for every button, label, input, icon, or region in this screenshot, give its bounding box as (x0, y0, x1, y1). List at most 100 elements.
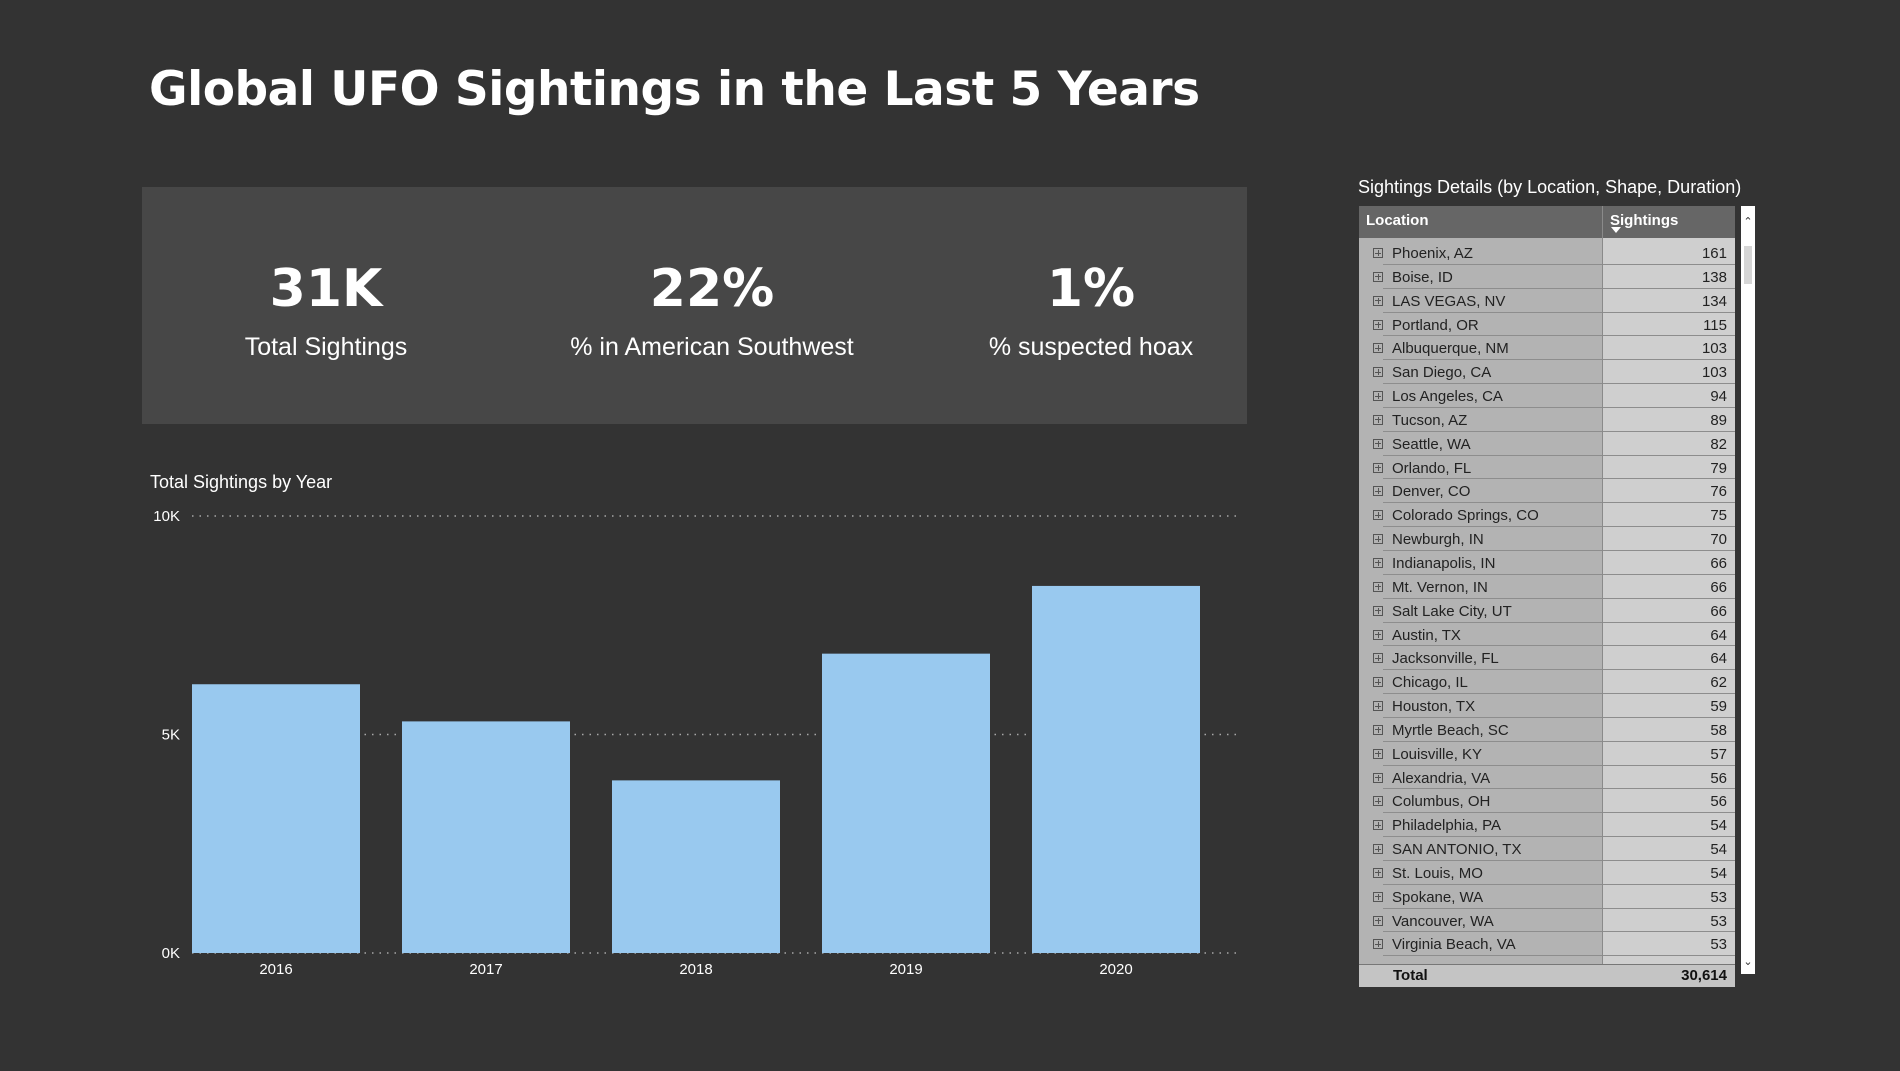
kpi-southwest-percent[interactable]: 22% % in American Southwest (528, 187, 896, 424)
location-cell: Houston, TX (1392, 698, 1476, 716)
table-row[interactable]: Tucson, AZ 89 (1359, 408, 1735, 432)
table-row[interactable]: Seattle, WA 82 (1359, 432, 1735, 456)
table-row[interactable]: Colorado Springs, CO 75 (1359, 503, 1735, 527)
location-cell: Boise, ID (1392, 268, 1453, 286)
table-row[interactable]: Salt Lake City, UT 66 (1359, 599, 1735, 623)
table-row[interactable]: Chicago, IL 62 (1359, 670, 1735, 694)
bar-chart[interactable]: 0K 5K 10K 2016 2017 2018 2019 2020 (142, 500, 1247, 990)
sightings-cell: 115 (1703, 316, 1727, 334)
plus-box-icon[interactable] (1373, 319, 1383, 330)
plus-box-icon[interactable] (1373, 629, 1383, 640)
table-row[interactable]: Indianapolis, IN 66 (1359, 551, 1735, 575)
plus-box-icon[interactable] (1373, 724, 1383, 735)
plus-box-icon[interactable] (1373, 367, 1383, 378)
sightings-cell: 56 (1710, 793, 1727, 811)
plus-box-icon[interactable] (1373, 295, 1383, 306)
table-row[interactable]: St. Louis, MO 54 (1359, 861, 1735, 885)
plus-box-icon[interactable] (1373, 581, 1383, 592)
plus-box-icon[interactable] (1373, 534, 1383, 545)
location-cell: Alexandria, VA (1392, 769, 1491, 787)
table-row[interactable]: San Diego, CA 103 (1359, 360, 1735, 384)
plus-box-icon[interactable] (1373, 414, 1383, 425)
plus-box-icon[interactable] (1373, 915, 1383, 926)
plus-box-icon[interactable] (1373, 796, 1383, 807)
plus-box-icon[interactable] (1373, 844, 1383, 855)
table-row[interactable]: Virginia Beach, VA 53 (1359, 932, 1735, 957)
table-row[interactable]: Columbus, OH 56 (1359, 789, 1735, 814)
table-row[interactable]: Denver, CO 76 (1359, 479, 1735, 504)
table-row[interactable]: LAS VEGAS, NV 134 (1359, 289, 1735, 313)
plus-box-icon[interactable] (1373, 867, 1383, 878)
sightings-cell: 103 (1701, 340, 1727, 358)
kpi-panel: 31K Total Sightings 22% % in American So… (142, 187, 1247, 424)
sightings-cell: 62 (1710, 674, 1727, 692)
location-cell: Vancouver, WA (1392, 912, 1494, 930)
bar-2019[interactable] (822, 653, 990, 953)
plus-box-icon[interactable] (1373, 701, 1383, 712)
column-header-location[interactable]: Location (1366, 212, 1429, 229)
chevron-up-icon[interactable]: ⌃ (1743, 216, 1753, 228)
bar-2016[interactable] (192, 684, 360, 953)
table-row[interactable]: Albuquerque, NM 103 (1359, 336, 1735, 361)
plus-box-icon[interactable] (1373, 271, 1383, 282)
table-row[interactable]: SAN ANTONIO, TX 54 (1359, 837, 1735, 861)
sightings-cell: 76 (1710, 483, 1727, 501)
x-tick-label: 2017 (469, 961, 502, 978)
plus-box-icon[interactable] (1373, 820, 1383, 831)
total-value: 30,614 (1681, 967, 1727, 984)
table-row[interactable]: Boise, ID 138 (1359, 265, 1735, 289)
table-row[interactable]: Houston, TX 59 (1359, 694, 1735, 718)
scroll-thumb[interactable] (1744, 246, 1752, 284)
plus-box-icon[interactable] (1373, 939, 1383, 950)
table-row[interactable]: Jacksonville, FL 64 (1359, 646, 1735, 671)
location-cell: LAS VEGAS, NV (1392, 292, 1506, 310)
x-tick-label: 2016 (259, 961, 292, 978)
table-row[interactable]: Austin, TX 64 (1359, 623, 1735, 647)
kpi-total-sightings[interactable]: 31K Total Sightings (142, 187, 510, 424)
plus-box-icon[interactable] (1373, 462, 1383, 473)
plus-box-icon[interactable] (1373, 391, 1383, 402)
table-row[interactable]: Myrtle Beach, SC 58 (1359, 718, 1735, 742)
bar-2020[interactable] (1032, 585, 1200, 953)
plus-box-icon[interactable] (1373, 343, 1383, 354)
location-cell: Virginia Beach, VA (1392, 936, 1516, 954)
plus-box-icon[interactable] (1373, 557, 1383, 568)
table-row[interactable]: Vancouver, WA 53 (1359, 909, 1735, 933)
bar-2017[interactable] (402, 721, 570, 953)
table-row[interactable]: Newburgh, IN 70 (1359, 527, 1735, 551)
plus-box-icon[interactable] (1373, 748, 1383, 759)
kpi-label: % in American Southwest (570, 333, 854, 361)
plus-box-icon[interactable] (1373, 438, 1383, 449)
table-row[interactable]: Mt. Vernon, IN 66 (1359, 575, 1735, 599)
table-row[interactable]: Alexandria, VA 56 (1359, 766, 1735, 790)
table-row[interactable]: Phoenix, AZ 161 (1359, 241, 1735, 265)
sort-descending-icon[interactable] (1611, 227, 1621, 233)
table-row[interactable]: Spokane, WA 53 (1359, 885, 1735, 909)
plus-box-icon[interactable] (1373, 510, 1383, 521)
plus-box-icon[interactable] (1373, 891, 1383, 902)
plus-box-icon[interactable] (1373, 677, 1383, 688)
table-row[interactable]: Orlando, FL 79 (1359, 456, 1735, 480)
plus-box-icon[interactable] (1373, 653, 1383, 664)
sightings-cell: 54 (1710, 864, 1727, 882)
table-row[interactable]: Louisville, KY 57 (1359, 742, 1735, 766)
column-header-sightings[interactable]: Sightings (1610, 212, 1679, 229)
y-tick-label: 10K (153, 508, 180, 525)
sightings-cell: 161 (1701, 245, 1727, 262)
plus-box-icon[interactable] (1373, 486, 1383, 497)
kpi-hoax-percent[interactable]: 1% % suspected hoax (907, 187, 1275, 424)
table-row[interactable]: Los Angeles, CA 94 (1359, 384, 1735, 408)
plus-box-icon[interactable] (1373, 772, 1383, 783)
plus-box-icon[interactable] (1373, 248, 1383, 258)
plus-box-icon[interactable] (1373, 605, 1383, 616)
chevron-down-icon[interactable]: ⌄ (1743, 956, 1753, 968)
sightings-cell: 53 (1710, 888, 1727, 906)
sightings-cell: 54 (1710, 817, 1727, 835)
x-tick-label: 2018 (679, 961, 712, 978)
table-scrollbar[interactable]: ⌃ ⌄ (1741, 206, 1755, 974)
bar-2018[interactable] (612, 780, 780, 953)
table-row[interactable]: Philadelphia, PA 54 (1359, 813, 1735, 837)
sightings-table[interactable]: Location Sightings Phoenix, AZ 161 Boise, … (1359, 206, 1735, 987)
table-row[interactable]: Portland, OR 115 (1359, 313, 1735, 337)
sightings-cell: 66 (1710, 602, 1727, 620)
